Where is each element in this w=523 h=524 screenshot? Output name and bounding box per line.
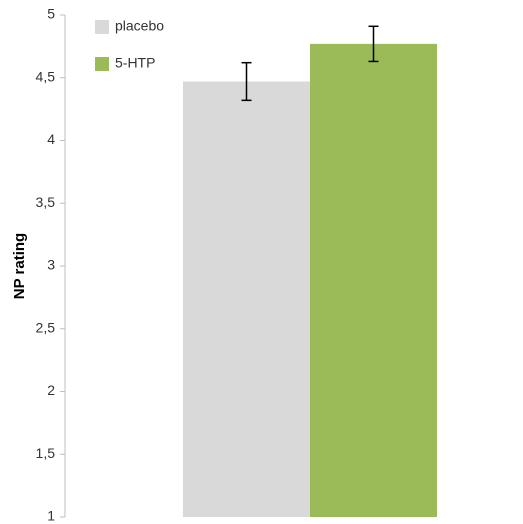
bar	[310, 43, 437, 518]
error-bar	[368, 25, 379, 63]
y-tick-label: 3	[47, 257, 55, 273]
y-tick-label: 2	[47, 382, 55, 398]
y-tick-label: 1,5	[36, 445, 56, 461]
y-tick-label: 5	[47, 6, 55, 22]
bar	[183, 81, 310, 517]
legend-label: placebo	[115, 18, 164, 34]
legend-swatch	[95, 20, 109, 34]
y-axis-title: NP rating	[11, 233, 28, 299]
legend-label: 5-HTP	[115, 55, 155, 71]
error-bar	[241, 61, 252, 102]
y-tick-label: 4,5	[36, 68, 56, 84]
y-tick-label: 3,5	[36, 194, 56, 210]
y-tick-label: 1	[47, 508, 55, 524]
y-tick-label: 4	[47, 131, 55, 147]
y-tick-label: 2,5	[36, 319, 56, 335]
legend-swatch	[95, 57, 109, 71]
